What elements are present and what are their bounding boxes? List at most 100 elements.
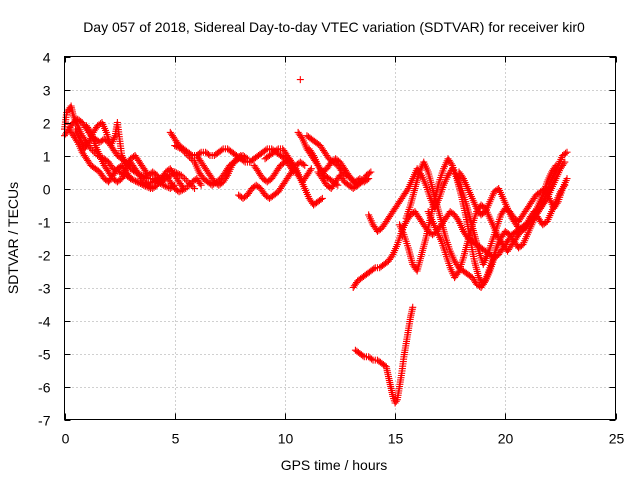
y-tick-label: 3 xyxy=(43,83,51,99)
y-tick-label: -5 xyxy=(38,347,51,363)
axis-ticks xyxy=(64,56,617,421)
series-mid-arc-e xyxy=(250,155,315,186)
data-point-marker xyxy=(392,397,400,405)
data-point-marker xyxy=(175,188,183,196)
series-late-arc-f xyxy=(455,168,569,235)
series-mid-arc-j xyxy=(314,168,375,192)
data-point-marker xyxy=(182,150,190,158)
x-axis-title: GPS time / hours xyxy=(281,457,388,473)
data-point-marker xyxy=(273,146,281,154)
data-point-marker xyxy=(135,179,143,187)
data-point-marker xyxy=(242,154,250,162)
data-point-marker xyxy=(133,178,141,186)
data-point-marker xyxy=(447,160,455,168)
data-point-marker xyxy=(403,186,411,194)
data-point-marker xyxy=(182,176,190,184)
data-point-marker xyxy=(318,194,326,202)
data-point-marker xyxy=(89,147,97,155)
data-point-marker xyxy=(177,145,185,153)
data-point-marker xyxy=(367,168,375,176)
data-point-marker xyxy=(409,303,417,311)
data-point-marker xyxy=(296,76,304,84)
data-point-marker xyxy=(171,142,179,150)
y-tick-label: -1 xyxy=(38,215,51,231)
data-point-marker xyxy=(297,133,305,141)
data-point-marker xyxy=(454,269,462,277)
data-point-marker xyxy=(197,181,205,189)
data-point-marker xyxy=(306,166,314,174)
series-dip-arc xyxy=(351,303,417,407)
x-tick-label: 25 xyxy=(609,431,625,447)
data-point-marker xyxy=(181,148,189,156)
data-point-marker xyxy=(368,355,376,363)
data-point-marker xyxy=(222,173,230,181)
x-tick-labels: 0 5 10 15 20 25 xyxy=(62,431,625,447)
y-tick-label: 4 xyxy=(43,50,51,66)
data-point-marker xyxy=(181,175,189,183)
data-point-marker xyxy=(141,182,149,190)
data-point-marker xyxy=(184,152,192,159)
data-point-marker xyxy=(186,180,194,188)
data-point-marker xyxy=(184,178,192,186)
data-point-marker xyxy=(317,196,325,203)
data-point-marker xyxy=(128,175,136,183)
data-point-marker xyxy=(86,127,94,135)
data-point-marker xyxy=(187,155,195,163)
data-point-marker xyxy=(143,183,151,191)
data-point-marker xyxy=(132,177,140,185)
data-point-marker xyxy=(177,171,185,179)
series-outlier xyxy=(296,76,304,84)
data-point-marker xyxy=(454,216,462,224)
y-tick-label: 2 xyxy=(43,116,51,132)
data-point-marker xyxy=(179,147,187,155)
data-point-marker xyxy=(161,182,169,190)
data-point-marker xyxy=(291,163,299,171)
data-point-marker xyxy=(243,155,251,163)
data-point-marker xyxy=(551,163,559,171)
data-point-marker xyxy=(388,252,396,260)
series-late-arc-d xyxy=(402,158,498,291)
data-point-marker xyxy=(365,169,373,177)
y-axis-title: SDTVAR / TECUs xyxy=(5,182,21,294)
data-point-marker xyxy=(137,180,145,188)
data-point-marker xyxy=(235,153,243,161)
data-point-marker xyxy=(563,148,571,156)
series-late-arc-c xyxy=(396,148,571,288)
data-point-marker xyxy=(480,279,488,287)
data-point-marker xyxy=(169,182,177,190)
series-late-arc-e xyxy=(424,161,560,282)
data-point-marker xyxy=(196,180,204,188)
data-point-marker xyxy=(191,185,199,192)
data-point-marker xyxy=(186,153,194,161)
plot-frame xyxy=(64,56,616,420)
series-mid-arc-h xyxy=(303,132,373,186)
y-tick-label: -7 xyxy=(38,413,51,429)
data-point-marker xyxy=(218,146,226,154)
data-point-marker xyxy=(490,254,498,262)
data-point-marker xyxy=(127,175,135,183)
data-point-marker xyxy=(299,160,307,168)
data-point-marker xyxy=(308,150,316,158)
data-point-marker xyxy=(359,352,367,360)
data-point-marker xyxy=(165,172,173,180)
data-point-marker xyxy=(307,165,315,173)
series-early-arc-e xyxy=(65,125,154,192)
y-tick-label: -4 xyxy=(38,314,51,330)
data-point-marker xyxy=(145,184,153,192)
x-tick-label: 5 xyxy=(172,431,180,447)
data-point-marker xyxy=(187,181,195,189)
data-point-marker xyxy=(189,183,197,191)
data-point-marker xyxy=(146,185,154,192)
data-points xyxy=(61,76,571,407)
data-point-marker xyxy=(84,140,92,148)
data-point-marker xyxy=(563,175,571,183)
series-mid-arc-f xyxy=(261,145,326,209)
data-point-marker xyxy=(552,161,560,169)
data-point-marker xyxy=(174,143,182,151)
data-point-marker xyxy=(171,181,179,189)
y-tick-labels: -7 -6 -5 -4 -3 -2 -1 0 1 2 3 4 xyxy=(38,50,51,429)
data-point-marker xyxy=(560,183,568,191)
data-point-marker xyxy=(73,137,81,145)
data-point-marker xyxy=(301,161,309,169)
grid-lines xyxy=(64,56,616,420)
